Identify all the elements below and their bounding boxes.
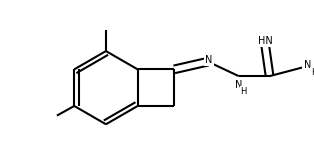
Text: HN: HN xyxy=(258,36,273,46)
Text: N: N xyxy=(235,80,242,90)
Text: H: H xyxy=(241,87,247,96)
Text: H: H xyxy=(311,68,314,77)
Text: N: N xyxy=(205,55,213,65)
Text: N: N xyxy=(305,60,312,70)
